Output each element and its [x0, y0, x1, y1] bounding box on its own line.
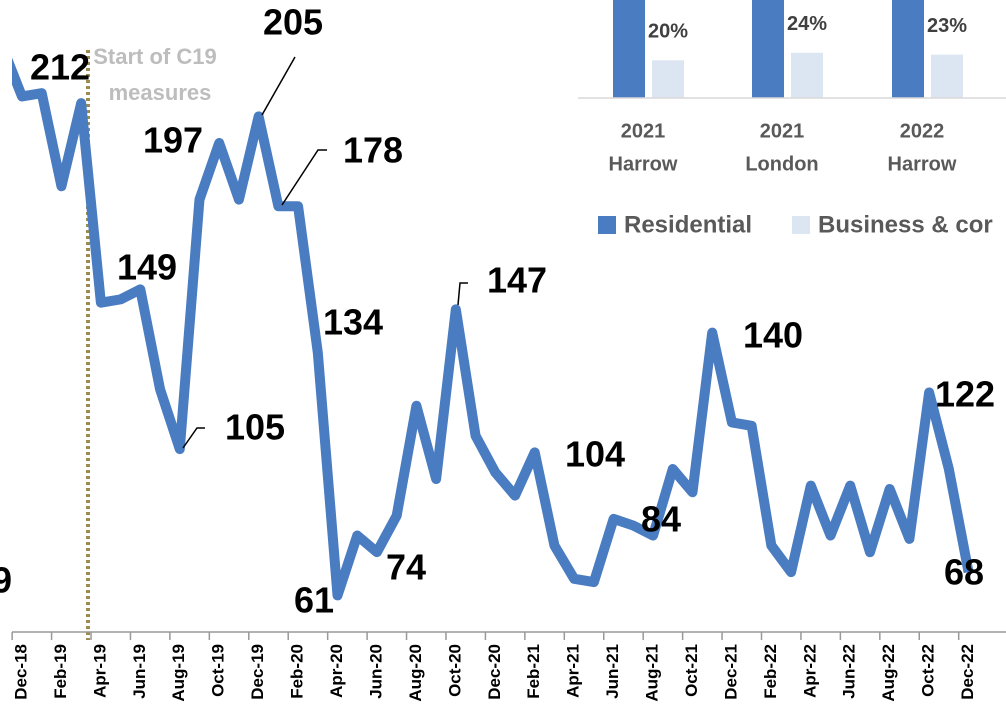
x-tick-label: Apr-19	[90, 644, 109, 698]
x-tick-label: Feb-20	[288, 644, 307, 699]
data-label: 134	[323, 302, 383, 343]
data-label: 122	[935, 374, 995, 415]
x-tick-label: Dec-21	[721, 644, 740, 700]
x-tick-label: Aug-21	[643, 644, 662, 702]
legend-swatch	[598, 216, 616, 234]
legend-swatch	[792, 216, 810, 234]
annotation: measures	[109, 80, 212, 105]
x-tick-label: Harrow	[888, 153, 957, 175]
x-tick-label: Jun-19	[130, 644, 149, 699]
x-tick-label: 2021	[760, 120, 805, 142]
x-tick-label: Harrow	[609, 153, 678, 175]
x-tick-label: Dec-20	[485, 644, 504, 700]
data-label: 205	[263, 2, 323, 43]
data-label: 24%	[787, 13, 827, 35]
legend-label: Business & cor	[818, 211, 993, 238]
data-label: 104	[565, 434, 625, 475]
data-label: 74	[386, 547, 426, 588]
x-tick-label: Jun-20	[366, 644, 385, 699]
x-tick-label: 2021	[621, 120, 666, 142]
x-tick-label: Oct-19	[209, 644, 228, 697]
x-tick-label: Jun-22	[840, 644, 859, 699]
x-tick-label: Jun-21	[603, 644, 622, 699]
data-label: 147	[487, 260, 547, 301]
data-label: 197	[143, 120, 203, 161]
line	[12, 57, 974, 601]
data-label: 212	[30, 47, 90, 88]
x-tick-label: Aug-22	[879, 644, 898, 702]
x-tick-label: Aug-19	[169, 644, 188, 702]
x-tick-label: Apr-22	[800, 644, 819, 698]
leader-line	[281, 149, 327, 206]
x-tick-label: Dec-19	[248, 644, 267, 700]
data-label: 140	[743, 315, 803, 356]
data-label: 20%	[648, 21, 688, 43]
x-tick-label: Oct-21	[682, 644, 701, 697]
data-label: 178	[343, 130, 403, 171]
leader-line	[182, 427, 205, 449]
bar	[931, 54, 963, 98]
x-tick-label: Dec-22	[958, 644, 977, 700]
x-tick-label: Feb-22	[761, 644, 780, 699]
bar	[791, 52, 823, 98]
leader-line	[261, 56, 296, 116]
x-tick-label: Dec-18	[11, 644, 30, 700]
data-label: 23%	[927, 15, 967, 37]
x-tick-label: Apr-21	[564, 644, 583, 698]
data-label: 61	[294, 580, 334, 621]
x-tick-label: Feb-21	[524, 644, 543, 699]
x-tick-label: Aug-20	[406, 644, 425, 702]
x-tick-label: Oct-22	[919, 644, 938, 697]
x-tick-label: Oct-20	[445, 644, 464, 697]
legend-label: Residential	[624, 211, 752, 238]
bar	[752, 0, 784, 99]
data-label: 84	[641, 499, 681, 540]
annotation: Start of C19	[93, 44, 216, 69]
bar	[892, 0, 924, 99]
bar	[613, 0, 645, 98]
x-tick-label: 2022	[900, 120, 945, 142]
leader-line	[457, 282, 468, 306]
bar	[652, 60, 684, 98]
data-label: 105	[225, 407, 285, 448]
x-tick-label: Feb-19	[51, 644, 70, 699]
x-tick-label: Apr-20	[327, 644, 346, 698]
annotation: 9	[0, 560, 12, 601]
data-label: 68	[944, 552, 984, 593]
data-label: 149	[117, 247, 177, 288]
x-tick-label: London	[745, 153, 818, 175]
